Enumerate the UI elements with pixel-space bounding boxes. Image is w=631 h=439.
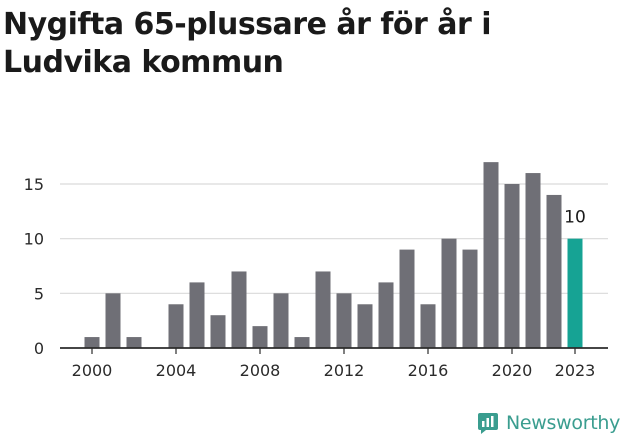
x-tick-label: 2000 [72, 361, 113, 380]
bar-2008 [252, 326, 268, 348]
newsworthy-logo-icon [478, 413, 498, 434]
x-tick-label: 2004 [156, 361, 197, 380]
bar-2021 [525, 173, 541, 348]
bar-2004 [168, 304, 184, 348]
bar-2006 [210, 315, 226, 348]
x-tick-label: 2016 [408, 361, 449, 380]
bar-2002 [126, 337, 142, 348]
bar-2020 [504, 184, 520, 348]
y-tick-label: 0 [34, 339, 44, 358]
bar-2009 [273, 293, 289, 348]
x-axis: 2000 2004 2008 2012 2016 2020 2023 [60, 347, 608, 380]
data-label-highlight: 10 [564, 208, 586, 228]
y-tick-label: 5 [34, 284, 44, 303]
data-labels: 10 [564, 208, 586, 228]
bar-2018 [462, 249, 478, 348]
bar-2010 [294, 337, 310, 348]
bar-2013 [357, 304, 373, 348]
bar-2023 [567, 238, 583, 348]
bar-2000 [84, 337, 100, 348]
x-tick-label: 2020 [492, 361, 533, 380]
bar-2016 [420, 304, 436, 348]
y-tick-label: 15 [24, 175, 44, 194]
y-axis-ticks: 0 5 10 15 [24, 175, 44, 358]
bar-2001 [105, 293, 121, 348]
y-tick-label: 10 [24, 230, 44, 249]
bar-2019 [483, 162, 499, 348]
bars [84, 162, 583, 348]
bar-2012 [336, 293, 352, 348]
bar-2011 [315, 271, 331, 348]
bar-2022 [546, 194, 562, 348]
bar-2007 [231, 271, 247, 348]
bar-2014 [378, 282, 394, 348]
x-tick-label: 2023 [555, 361, 596, 380]
brand-name: Newsworthy [506, 412, 621, 434]
x-tick-label: 2012 [324, 361, 365, 380]
x-tick-label: 2008 [240, 361, 281, 380]
chart-title: Nygifta 65-plussare år för år i Ludvika … [3, 7, 492, 80]
bar-2005 [189, 282, 205, 348]
bar-2017 [441, 238, 457, 348]
newsworthy-brand: Newsworthy [476, 408, 620, 438]
bar-2015 [399, 249, 415, 348]
